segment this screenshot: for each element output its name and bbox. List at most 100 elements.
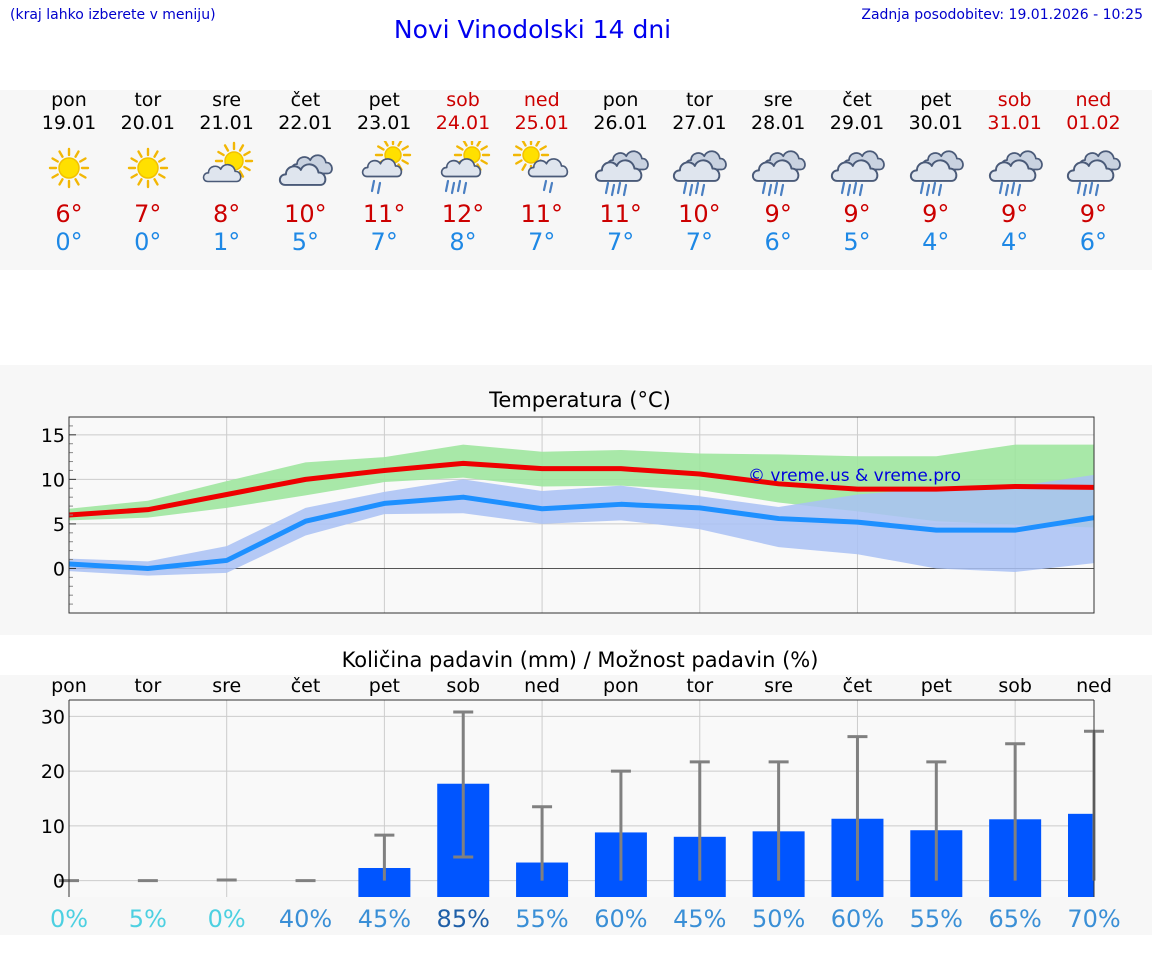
y-tick-label: 0 bbox=[53, 871, 65, 893]
precip-bar bbox=[1068, 813, 1094, 897]
max-temperature: 11° bbox=[599, 200, 642, 228]
max-temperature: 10° bbox=[678, 200, 721, 228]
day-column: čet 29.01 9° 5° bbox=[817, 89, 897, 256]
min-temperature: 6° bbox=[764, 228, 792, 256]
max-temperature: 11° bbox=[520, 200, 564, 228]
sunny-icon bbox=[48, 147, 90, 189]
rain-icon bbox=[830, 150, 885, 197]
day-name: sob bbox=[446, 89, 480, 111]
day-name: ned bbox=[523, 89, 560, 111]
probability-label: 60% bbox=[831, 905, 884, 933]
category-label: pet bbox=[369, 675, 400, 697]
max-temperature: 12° bbox=[441, 200, 485, 228]
day-column: tor 20.01 7° 0° bbox=[108, 89, 188, 256]
day-name: tor bbox=[685, 89, 713, 111]
day-name: sob bbox=[997, 89, 1032, 111]
day-column: ned 25.01 11° 7° bbox=[502, 89, 582, 256]
page-title: Novi Vinodolski 14 dni bbox=[393, 15, 672, 44]
location-hint: (kraj lahko izberete v meniju) bbox=[10, 7, 216, 23]
day-name: čet bbox=[842, 89, 872, 111]
rain-icon bbox=[752, 150, 806, 197]
day-column: sre 21.01 8° 1° bbox=[187, 89, 267, 256]
min-temperature: 8° bbox=[449, 228, 477, 256]
day-column: pon 19.01 6° 0° bbox=[29, 89, 109, 256]
rain-icon bbox=[988, 150, 1043, 197]
y-tick-label: 0 bbox=[53, 558, 65, 580]
sun-heavy-showers-icon bbox=[440, 141, 491, 195]
day-column: sre 28.01 9° 6° bbox=[738, 89, 818, 256]
day-name: ned bbox=[1075, 89, 1112, 111]
day-name: čet bbox=[290, 89, 321, 111]
sun-light-rain-icon bbox=[512, 141, 568, 194]
y-tick-label: 20 bbox=[41, 761, 65, 783]
category-label: sre bbox=[212, 675, 241, 697]
min-temperature: 5° bbox=[843, 228, 871, 256]
probability-label: 55% bbox=[910, 905, 963, 933]
precipitation-chart-title: Količina padavin (mm) / Možnost padavin … bbox=[341, 648, 819, 672]
sun-showers-icon bbox=[361, 141, 412, 195]
day-date: 24.01 bbox=[435, 112, 491, 134]
day-column: pon 26.01 11° 7° bbox=[581, 89, 661, 256]
sunny-icon bbox=[127, 147, 168, 189]
min-temperature: 4° bbox=[1000, 228, 1029, 256]
category-label: sre bbox=[764, 675, 793, 697]
min-temperature: 6° bbox=[1079, 228, 1108, 256]
min-temperature: 1° bbox=[212, 228, 241, 256]
day-date: 19.01 bbox=[41, 112, 97, 134]
probability-label: 5% bbox=[129, 905, 167, 933]
day-name: sre bbox=[212, 89, 242, 111]
day-name: pet bbox=[920, 89, 952, 111]
min-temperature-line bbox=[68, 494, 1095, 571]
max-temperature: 8° bbox=[212, 200, 241, 228]
category-label: čet bbox=[291, 675, 321, 697]
day-date: 22.01 bbox=[278, 112, 333, 134]
temp-plot-border bbox=[68, 416, 1095, 614]
watermark-text: © vreme.us & vreme.pro bbox=[748, 466, 961, 486]
y-tick-label: 10 bbox=[41, 469, 65, 491]
probability-label: 65% bbox=[988, 905, 1041, 933]
max-temperature: 9° bbox=[922, 200, 950, 228]
category-label: pon bbox=[603, 675, 639, 697]
day-date: 20.01 bbox=[120, 112, 175, 134]
probability-label: 40% bbox=[279, 905, 332, 933]
day-name: pon bbox=[51, 89, 87, 111]
day-name: sre bbox=[763, 89, 793, 111]
probability-label: 85% bbox=[437, 905, 490, 933]
rain-icon bbox=[673, 150, 728, 197]
day-date: 01.02 bbox=[1066, 112, 1121, 134]
day-column: sob 31.01 9° 4° bbox=[975, 89, 1055, 256]
day-date: 30.01 bbox=[908, 112, 963, 134]
category-label: čet bbox=[843, 675, 873, 697]
category-label: pon bbox=[51, 675, 87, 697]
max-temperature-line bbox=[68, 460, 1095, 518]
rain-icon bbox=[909, 150, 964, 197]
category-label: ned bbox=[1076, 675, 1112, 697]
max-temperature: 9° bbox=[843, 200, 871, 228]
probability-label: 55% bbox=[515, 905, 568, 933]
category-label: sob bbox=[998, 675, 1032, 697]
day-date: 23.01 bbox=[356, 112, 412, 134]
probability-label: 70% bbox=[1067, 905, 1120, 933]
day-name: tor bbox=[134, 89, 162, 111]
max-temperature: 9° bbox=[1079, 200, 1108, 228]
probability-label: 50% bbox=[752, 905, 805, 933]
max-temperature: 9° bbox=[1000, 200, 1029, 228]
day-date: 26.01 bbox=[593, 112, 648, 134]
day-column: pet 30.01 9° 4° bbox=[896, 89, 976, 256]
day-name: pet bbox=[368, 89, 400, 111]
min-temperature: 5° bbox=[291, 228, 320, 256]
y-tick-label: 5 bbox=[53, 514, 65, 536]
probability-label: 45% bbox=[358, 905, 411, 933]
day-date: 21.01 bbox=[199, 112, 254, 134]
day-column: čet 22.01 10° 5° bbox=[265, 89, 345, 256]
probability-label: 60% bbox=[594, 905, 647, 933]
min-temperature: 0° bbox=[55, 228, 83, 256]
day-column: pet 23.01 11° 7° bbox=[344, 89, 424, 256]
probability-label: 45% bbox=[673, 905, 726, 933]
min-temperature: 7° bbox=[606, 228, 635, 256]
min-range-band bbox=[69, 474, 1094, 576]
day-date: 28.01 bbox=[750, 112, 806, 134]
min-temperature: 7° bbox=[685, 228, 714, 256]
min-temperature: 0° bbox=[134, 228, 162, 256]
day-column: ned 01.02 9° 6° bbox=[1053, 89, 1133, 256]
